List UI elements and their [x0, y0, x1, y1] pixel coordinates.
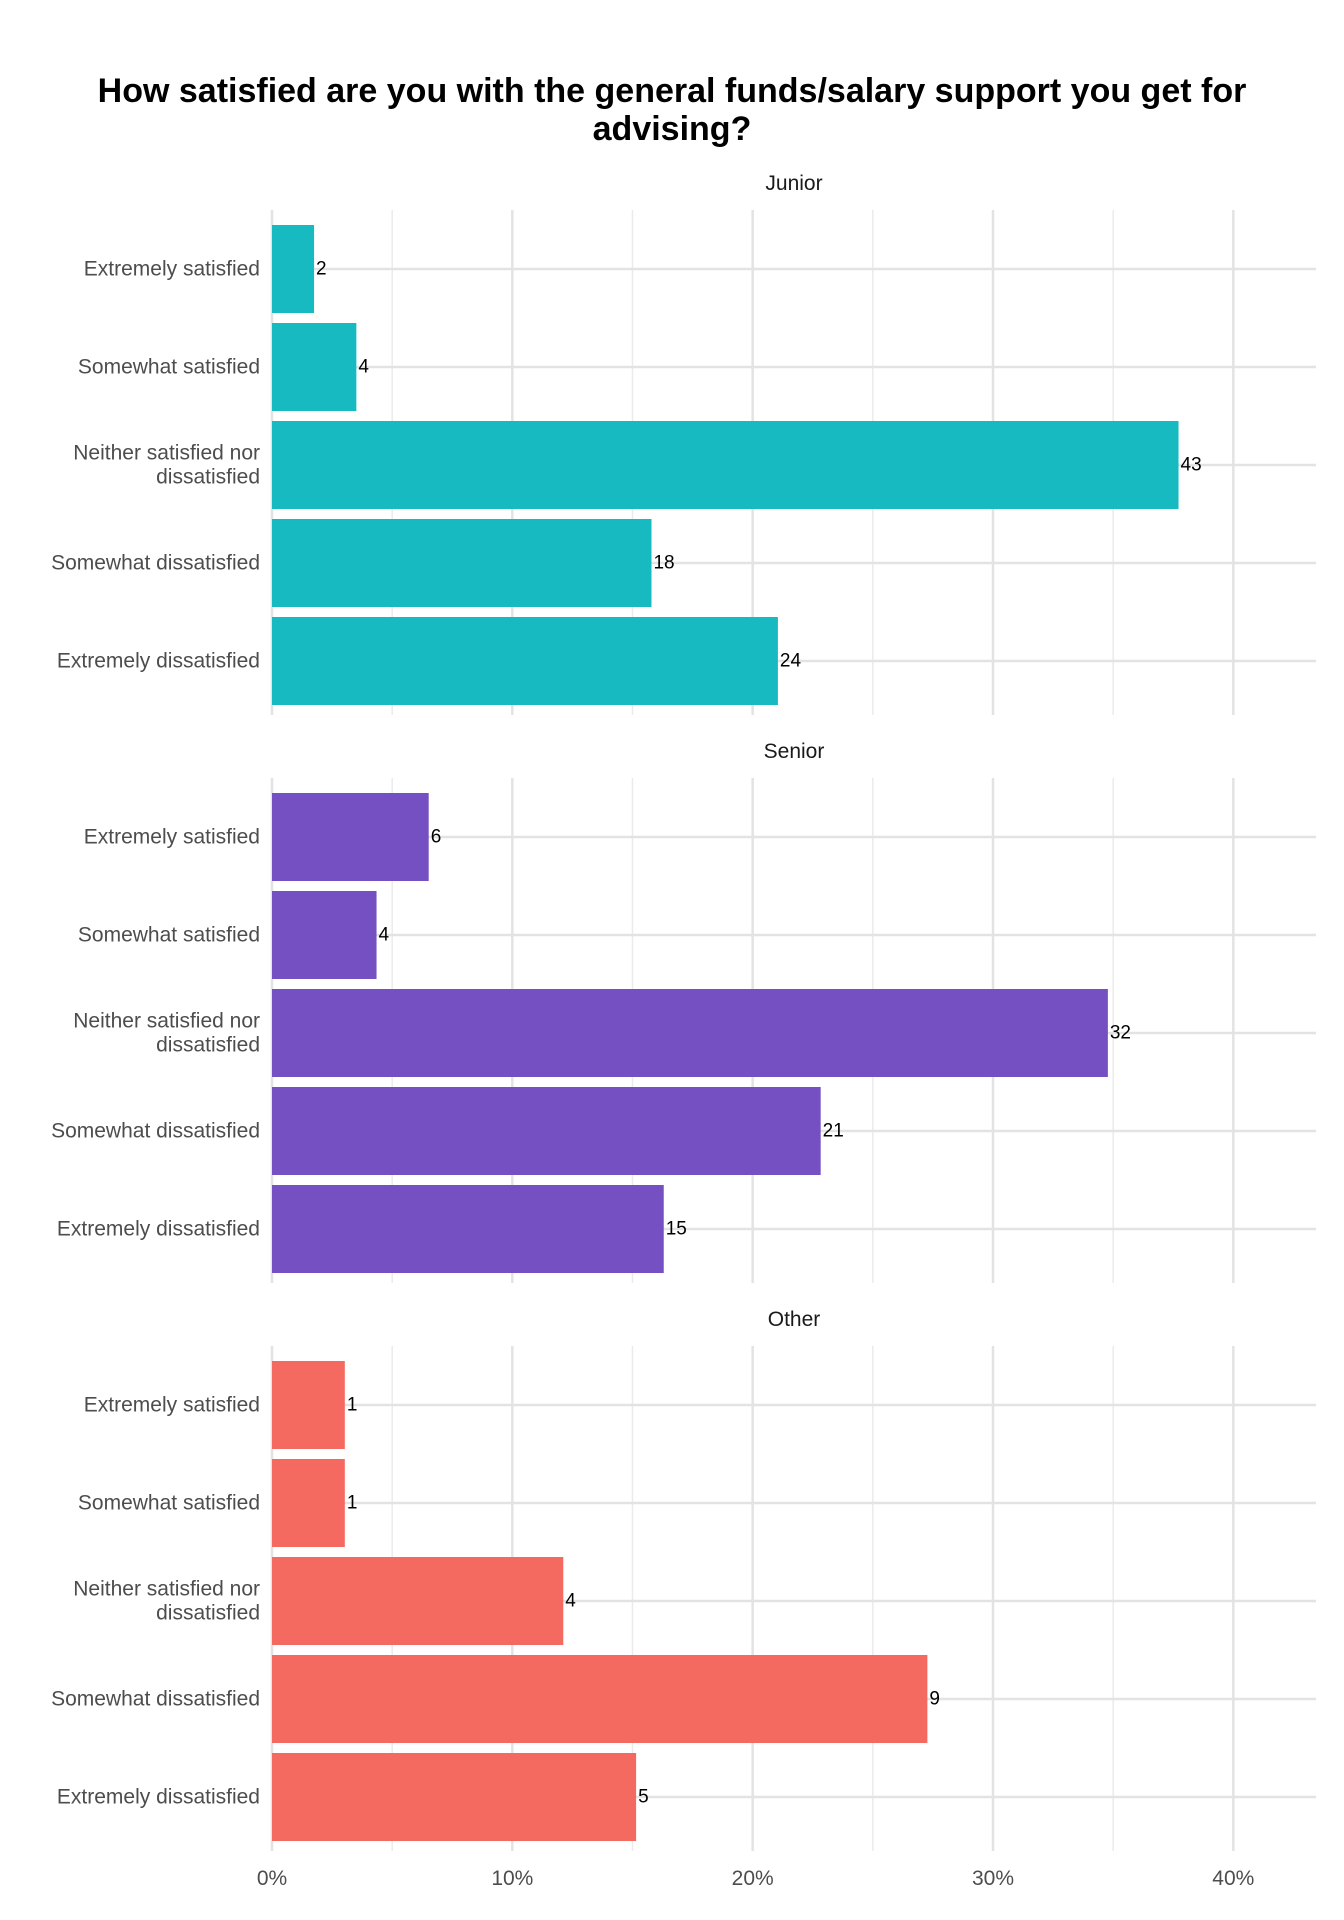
bar — [272, 323, 357, 411]
x-tick-label: 40% — [1212, 1867, 1254, 1890]
category-tick-label: Extremely dissatisfied — [57, 1218, 260, 1241]
bar-value-label: 4 — [379, 925, 390, 946]
bar-value-label: 4 — [358, 357, 369, 378]
bar — [272, 793, 429, 881]
x-tick-label: 30% — [972, 1867, 1014, 1890]
category-tick-label: Extremely satisfied — [84, 1394, 260, 1417]
bar — [272, 617, 778, 705]
x-tick-label: 0% — [257, 1867, 287, 1890]
bar-value-label: 9 — [929, 1689, 940, 1710]
category-tick-label: Extremely satisfied — [84, 826, 260, 849]
bar — [272, 891, 377, 979]
category-tick-label: Neither satisfied nor — [73, 442, 260, 465]
category-tick-label: dissatisfied — [156, 1034, 260, 1057]
bar-value-label: 6 — [431, 827, 442, 848]
bar — [272, 1459, 345, 1547]
category-tick-label: Somewhat dissatisfied — [51, 1120, 260, 1143]
bar — [272, 1753, 637, 1841]
panel-strip-label: Other — [768, 1308, 821, 1331]
bar-value-label: 1 — [347, 1395, 358, 1416]
bar-value-label: 18 — [653, 553, 674, 574]
category-tick-label: Somewhat satisfied — [78, 924, 260, 947]
bar-value-label: 32 — [1110, 1023, 1131, 1044]
category-tick-label: Somewhat satisfied — [78, 1492, 260, 1515]
x-tick-label: 20% — [732, 1867, 774, 1890]
category-tick-label: Neither satisfied nor — [73, 1010, 260, 1033]
bar-value-label: 5 — [638, 1787, 649, 1808]
bar — [272, 1087, 821, 1175]
category-tick-label: Neither satisfied nor — [73, 1578, 260, 1601]
bar — [272, 1361, 345, 1449]
chart-title: How satisfied are you with the general f… — [97, 72, 1247, 148]
category-tick-label: dissatisfied — [156, 1602, 260, 1625]
bar-value-label: 2 — [316, 259, 327, 280]
bar — [272, 519, 652, 607]
bar — [272, 1655, 928, 1743]
bar-value-label: 1 — [347, 1493, 358, 1514]
bar-value-label: 43 — [1181, 455, 1202, 476]
category-tick-label: Somewhat dissatisfied — [51, 1688, 260, 1711]
bar-value-label: 24 — [780, 651, 802, 672]
bar-value-label: 21 — [823, 1121, 844, 1142]
category-tick-label: Extremely satisfied — [84, 258, 260, 281]
bar — [272, 225, 315, 313]
bar — [272, 421, 1179, 509]
bar-value-label: 15 — [666, 1219, 687, 1240]
bar — [272, 1185, 664, 1273]
bar — [272, 1557, 564, 1645]
category-tick-label: Extremely dissatisfied — [57, 650, 260, 673]
panel-strip-label: Junior — [765, 172, 822, 195]
category-tick-label: Somewhat satisfied — [78, 356, 260, 379]
bar-value-label: 4 — [565, 1591, 576, 1612]
panel-strip-label: Senior — [764, 740, 825, 763]
bar — [272, 989, 1108, 1077]
category-tick-label: Extremely dissatisfied — [57, 1786, 260, 1809]
category-tick-label: dissatisfied — [156, 466, 260, 489]
category-tick-label: Somewhat dissatisfied — [51, 552, 260, 575]
x-tick-label: 10% — [491, 1867, 533, 1890]
